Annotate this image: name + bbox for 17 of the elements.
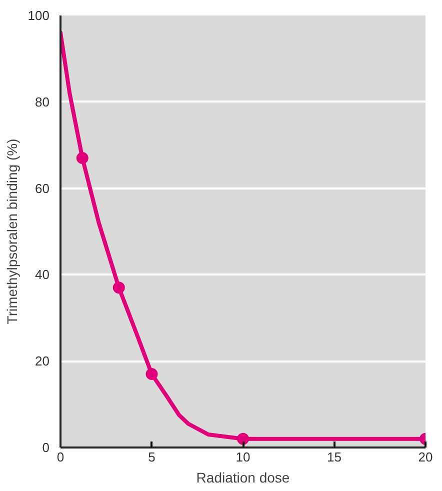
y-tick-label: 40 [35,267,50,282]
point [146,368,158,380]
y-tick-label: 80 [35,94,50,110]
point [112,282,125,294]
y-tick-label: 100 [28,8,50,23]
y-tick-label: 20 [35,354,50,369]
x-tick-label: 15 [327,450,342,464]
point [237,432,249,445]
x-tick-label: 5 [148,450,156,464]
x-tick-label: 0 [56,450,64,464]
y-tick-label: 0 [42,440,50,455]
y-axis-title: Trimethylpsoralen binding (%) [4,138,20,324]
x-axis-title: Radiation dose [196,470,290,486]
y-tick-label: 60 [35,180,50,196]
x-tick-label: 20 [418,450,433,464]
point [76,152,88,164]
x-tick-label: 10 [236,450,250,464]
